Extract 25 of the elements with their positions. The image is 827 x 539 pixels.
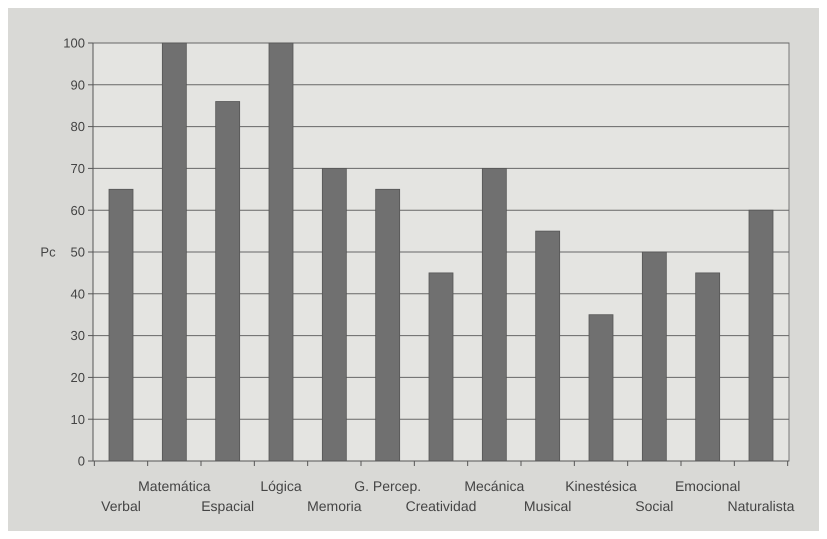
x-tick-label: Lógica [260,478,302,494]
y-tick-label: 50 [70,244,85,260]
y-axis-title: Pc [40,244,56,260]
y-tick-label: 10 [70,412,85,427]
y-tick-label: 40 [70,286,85,302]
x-tick-label: Memoria [307,498,362,514]
x-tick-label: Musical [524,498,572,514]
x-tick-label: Mecánica [464,478,525,494]
y-tick-label: 70 [70,160,85,176]
y-tick-label: 30 [70,328,85,344]
y-tick-label: 100 [63,36,85,51]
y-tick-label: 80 [70,119,85,134]
x-tick-label: Matemática [138,478,211,494]
x-tick-label: Verbal [101,498,141,514]
x-tick-label: Social [635,498,674,514]
x-tick-label: Creatividad [406,498,476,514]
y-tick-label: 90 [70,77,85,92]
y-tick-label: 20 [70,370,85,385]
y-tick-label: 0 [78,454,85,469]
x-tick-label: Emocional [674,478,740,494]
x-tick-label: Naturalista [728,498,795,514]
x-tick-label: G. Percep. [354,478,422,494]
y-tick-label: 60 [70,202,85,218]
x-tick-label: Espacial [201,498,254,514]
x-tick-label: Kinestésica [565,478,638,494]
